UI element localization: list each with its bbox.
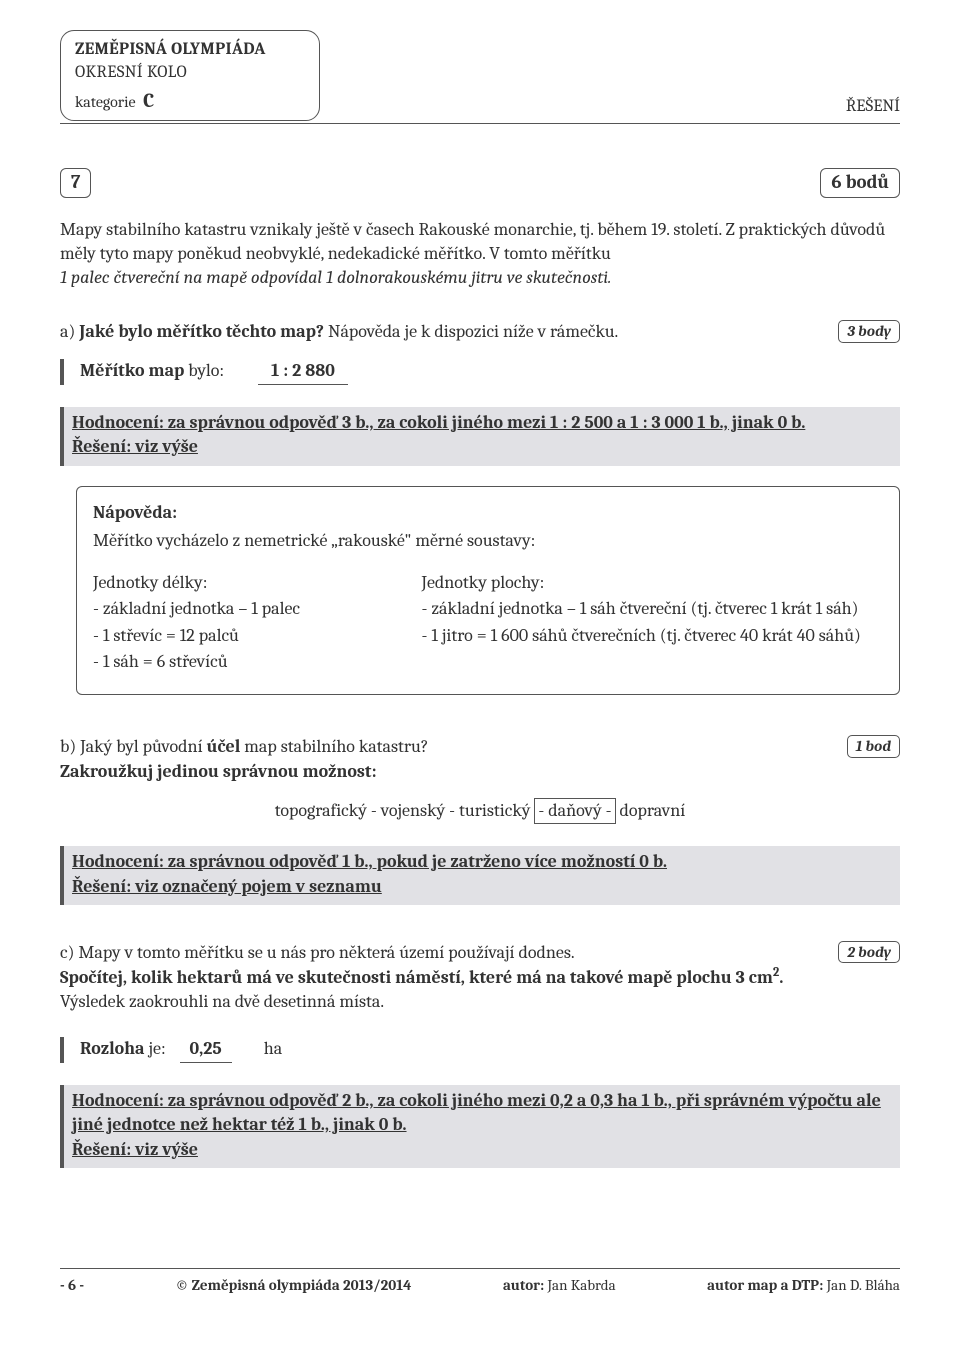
- header-category: kategorie C: [75, 87, 305, 114]
- part-a-prompt: a) Jaké bylo měřítko těchto map? Nápověd…: [60, 320, 618, 344]
- part-b-answer-boxed: - daňový -: [534, 798, 615, 824]
- part-c-intro: c) Mapy v tomto měřítku se u nás pro něk…: [60, 941, 900, 965]
- hint-subtitle: Měřítko vycházelo z nemetrické „rakouské…: [93, 529, 883, 553]
- hint-col-area: Jednotky plochy: - základní jednotka – 1…: [421, 571, 883, 676]
- part-b-prompt: b) Jaký byl původní účel map stabilního …: [60, 735, 428, 784]
- part-b-scoring: Hodnocení: za správnou odpověď 1 b., pok…: [60, 846, 900, 905]
- part-c-round: Výsledek zaokrouhli na dvě desetinná mís…: [60, 990, 900, 1014]
- part-c-scoring: Hodnocení: za správnou odpověď 2 b., za …: [60, 1085, 900, 1168]
- part-a-answer-value: 1 : 2 880: [258, 359, 348, 385]
- solution-line: Řešení: viz výše: [72, 436, 198, 457]
- header-box: ZEMĚPISNÁ OLYMPIÁDA OKRESNÍ KOLO kategor…: [60, 30, 320, 121]
- part-c-unit: ha: [264, 1038, 282, 1059]
- hint-title: Nápověda:: [93, 501, 883, 525]
- part-b-options: topografický - vojenský - turistický - d…: [60, 798, 900, 824]
- part-b: b) Jaký byl původní účel map stabilního …: [60, 735, 900, 784]
- scoring-line: Hodnocení: za správnou odpověď 3 b., za …: [72, 412, 805, 433]
- part-a-answer: Měřítko map bylo: 1 : 2 880: [60, 359, 900, 385]
- question-header-row: 7 6 bodů: [60, 168, 900, 198]
- question-points: 6 bodů: [820, 168, 900, 198]
- header-title: ZEMĚPISNÁ OLYMPIÁDA: [75, 39, 305, 62]
- solutions-label: ŘEŠENÍ: [846, 96, 900, 121]
- footer-copyright: © Zeměpisná olympiáda 2013/2014: [176, 1275, 412, 1295]
- header-rule: [60, 123, 900, 124]
- part-c-points: 2 body: [838, 941, 900, 963]
- part-a-scoring: Hodnocení: za správnou odpověď 3 b., za …: [60, 407, 900, 466]
- header-round: OKRESNÍ KOLO: [75, 62, 305, 85]
- part-c-answer-value: 0,25: [180, 1037, 232, 1063]
- hint-col-length: Jednotky délky: - základní jednotka – 1 …: [93, 571, 381, 676]
- question-intro: Mapy stabilního katastru vznikaly ještě …: [60, 218, 900, 291]
- part-a: a) Jaké bylo měřítko těchto map? Nápověd…: [60, 320, 900, 385]
- category-letter: C: [143, 89, 154, 112]
- part-c-answer: Rozloha je: 0,25 ha: [60, 1037, 900, 1063]
- part-a-points: 3 body: [838, 320, 900, 342]
- page-footer: - 6 - © Zeměpisná olympiáda 2013/2014 au…: [60, 1268, 900, 1295]
- page-number: - 6 -: [60, 1275, 84, 1295]
- page-header: ZEMĚPISNÁ OLYMPIÁDA OKRESNÍ KOLO kategor…: [60, 30, 900, 121]
- part-c-task: Spočítej, kolik hektarů má ve skutečnost…: [60, 965, 900, 990]
- hint-box: Nápověda: Měřítko vycházelo z nemetrické…: [76, 486, 900, 696]
- question-number: 7: [60, 168, 91, 198]
- part-c: 2 body c) Mapy v tomto měřítku se u nás …: [60, 941, 900, 1063]
- footer-author2: autor map a DTP: Jan D. Bláha: [707, 1275, 900, 1295]
- footer-author1: autor: Jan Kabrda: [503, 1275, 616, 1295]
- part-b-points: 1 bod: [847, 735, 900, 757]
